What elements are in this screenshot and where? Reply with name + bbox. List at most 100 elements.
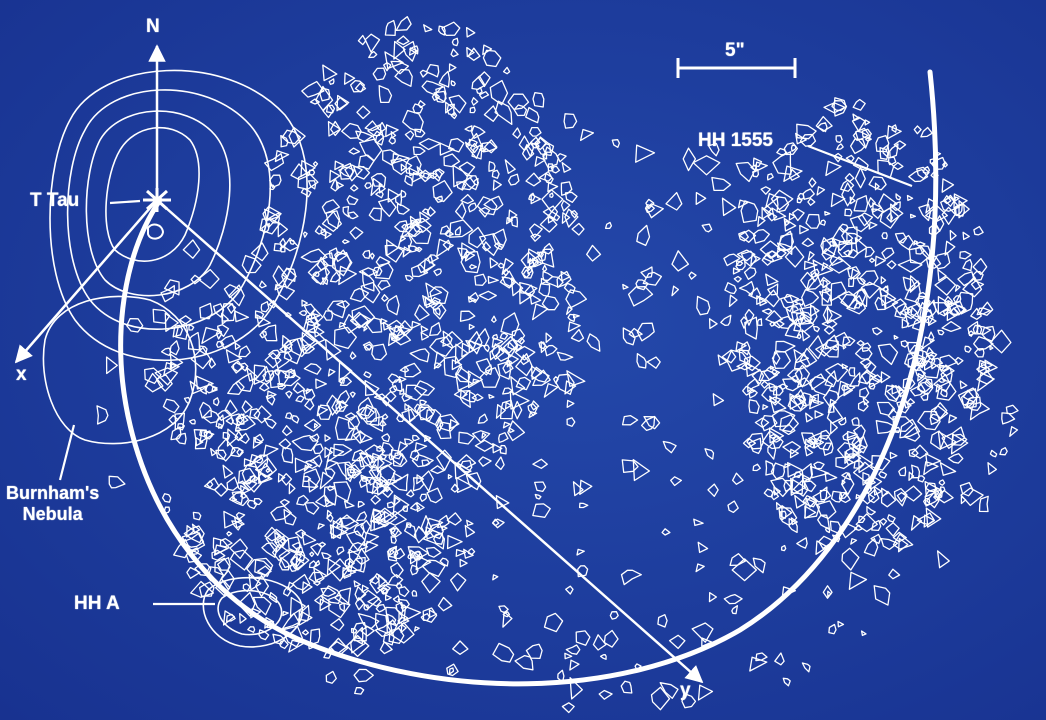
- contour-blob: [569, 659, 580, 671]
- contour-blob: [511, 216, 519, 228]
- contour-blob: [782, 677, 791, 687]
- contour-blob: [409, 219, 421, 229]
- contour-blob: [563, 282, 576, 294]
- contour-blob: [413, 626, 420, 632]
- contour-blob: [199, 345, 208, 355]
- contour-blob: [801, 662, 811, 673]
- contour-blob: [483, 344, 490, 353]
- contour-blob: [534, 481, 547, 493]
- contour-blob: [458, 431, 475, 445]
- contour-blob: [483, 195, 504, 211]
- contour-blob: [743, 266, 757, 280]
- contour-blob: [1001, 412, 1016, 425]
- contour-blob: [169, 361, 178, 370]
- contour-blob: [356, 406, 375, 420]
- contour-blob: [537, 251, 547, 262]
- contour-blob: [461, 390, 477, 403]
- contour-blob: [784, 220, 790, 227]
- contour-blob: [815, 115, 833, 132]
- contour-blob: [801, 329, 811, 342]
- contour-blob: [313, 422, 319, 429]
- contour-blob: [708, 592, 718, 603]
- contour-blob: [236, 448, 244, 457]
- contour-blob: [381, 486, 394, 498]
- contour-blob: [358, 154, 375, 170]
- contour-blob: [377, 280, 391, 291]
- contour-blob: [565, 644, 581, 655]
- contour-blob: [452, 640, 469, 655]
- contour-blob: [824, 370, 838, 388]
- contour-blob: [277, 369, 301, 387]
- contour-blob: [640, 266, 653, 279]
- contour-blob: [259, 331, 268, 339]
- burnham-line-2: Nebula: [22, 503, 83, 524]
- contour-blob: [356, 511, 368, 522]
- contour-blob: [770, 477, 792, 498]
- contour-blob: [567, 313, 576, 323]
- contour-blob: [823, 102, 846, 114]
- contour-blob: [474, 328, 490, 347]
- contour-blob: [915, 246, 925, 255]
- contour-blob: [393, 547, 406, 560]
- contour-blob: [471, 125, 486, 139]
- contour-blob: [384, 390, 397, 403]
- contour-blob: [219, 537, 233, 548]
- contour-blob: [492, 443, 503, 454]
- contour-blob: [939, 354, 958, 368]
- contour-blob: [238, 345, 251, 358]
- contour-blob: [783, 479, 793, 492]
- contour-blob: [395, 16, 412, 32]
- contour-blob: [329, 524, 348, 539]
- contour-blob: [571, 222, 585, 236]
- contour-blob: [520, 354, 530, 366]
- contour-blob: [341, 567, 357, 578]
- contour-blob: [211, 549, 226, 561]
- contour-blob: [774, 652, 785, 666]
- contour-blob: [404, 174, 414, 187]
- contour-blob: [387, 188, 400, 203]
- contour-blob: [813, 461, 825, 470]
- contour-blob: [826, 403, 844, 424]
- contour-blob: [422, 294, 433, 307]
- contour-blob: [854, 237, 868, 255]
- contour-blob: [195, 437, 204, 447]
- contour-blob: [859, 387, 870, 399]
- contour-blob: [793, 389, 807, 411]
- contour-blob: [292, 382, 306, 394]
- contour-blob: [460, 242, 476, 260]
- contour-blob: [534, 156, 546, 167]
- contour-blob: [460, 250, 481, 274]
- contour-blob: [507, 338, 518, 351]
- contour-blob: [231, 361, 245, 374]
- contour-blob: [803, 480, 817, 493]
- contour-blob: [502, 421, 511, 429]
- contour-blob: [671, 285, 680, 297]
- contour-blob: [849, 138, 866, 155]
- contour-blob: [411, 320, 422, 329]
- contour-blob: [868, 374, 882, 389]
- contour-blob: [464, 174, 480, 191]
- contour-blob: [838, 416, 847, 426]
- contour-blob: [379, 641, 393, 655]
- contour-blob: [787, 369, 803, 384]
- contour-blob: [333, 443, 353, 457]
- contour-blob: [163, 279, 180, 296]
- contour-blob: [556, 270, 572, 288]
- contour-blob: [880, 371, 891, 384]
- contour-blob: [771, 351, 781, 365]
- contour-blob: [650, 686, 671, 711]
- contour-blob: [309, 433, 320, 442]
- contour-blob: [421, 559, 446, 578]
- contour-blob: [821, 248, 836, 261]
- contour-blob: [261, 324, 278, 342]
- contour-blob: [657, 614, 668, 628]
- contour-blob: [891, 384, 904, 395]
- contour-blob: [808, 432, 822, 445]
- contour-blob: [304, 398, 315, 411]
- contour-blob: [324, 498, 335, 508]
- contour-blob: [852, 435, 868, 454]
- contour-blob: [1005, 404, 1019, 415]
- contour-blob: [370, 177, 383, 197]
- contour-blob: [361, 270, 375, 292]
- contour-blob: [959, 380, 968, 390]
